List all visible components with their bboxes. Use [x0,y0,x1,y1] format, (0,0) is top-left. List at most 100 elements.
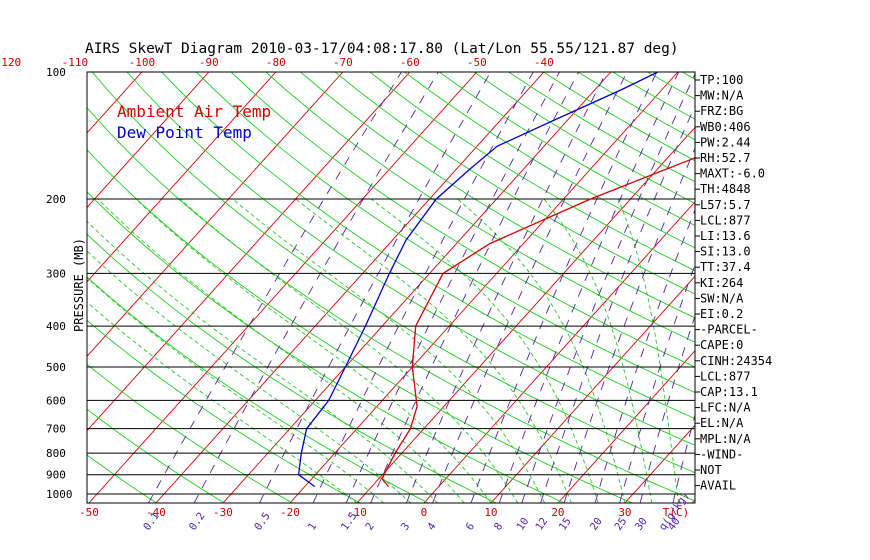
mixing-ratio-line [470,72,658,503]
index-entry: SW:N/A [700,291,744,305]
dry-adiabat-line [369,72,695,272]
moist-adiabat-line [87,301,358,503]
bottom-temp-tick-label: -20 [280,506,300,519]
mixing-ratio-line [432,72,628,503]
moist-adiabat-line [617,198,680,503]
mixing-ratio-line [345,72,560,503]
dry-adiabat-line [126,72,695,446]
pressure-tick-label: 500 [46,361,66,374]
isotherm-line [356,126,695,503]
mixing-ratio-tick-label: 8 [492,521,505,533]
pressure-lines [87,198,695,495]
dry-adiabat-line [87,233,497,503]
pressure-tick-label: 700 [46,423,66,436]
dry-adiabat-line [161,72,695,420]
mixing-ratio-tick-label: 15 [557,515,574,532]
dry-adiabat-line [752,72,870,503]
pressure-tick-labels: 100 200 300 400 500 600 700 800 900 1000 [46,66,73,501]
pressure-tick-label: 900 [46,469,66,482]
pressure-tick-label: 300 [46,267,66,280]
top-temp-tick-label: -70 [333,56,353,69]
bottom-temp-tick-label: -10 [347,506,367,519]
top-temp-tick-label: -60 [400,56,420,69]
pressure-tick-label: 800 [46,447,66,460]
dry-adiabat-line [404,72,695,249]
mixing-ratio-tick-label: 6 [464,521,477,533]
dry-adiabat-line [439,72,695,226]
mixing-ratio-tick-label: 4 [425,521,438,533]
index-entry: L57:5.7 [700,198,751,212]
mixing-ratio-line [498,72,680,503]
bottom-temp-tick-label: 20 [551,506,564,519]
index-entry: FRZ:BG [700,104,743,118]
dry-adiabat-line [230,72,695,368]
mixing-ratio-tick-label: 40 [666,515,683,532]
mixing-ratio-tick-label: 0.5 [252,510,273,532]
moist-adiabat-line [232,198,545,503]
dry-adiabat-line [821,72,870,503]
dry-adiabat-line [87,363,293,503]
isotherm-line [289,72,679,503]
isotherm-line [0,72,75,503]
index-entry: MPL:N/A [700,432,751,446]
bottom-temp-tick-label: -30 [213,506,233,519]
chart-title: AIRS SkewT Diagram 2010-03-17/04:08:17.8… [85,41,679,57]
moist-adiabat-line [295,198,572,503]
mixing-ratio-tick-label: 12 [533,515,550,532]
dry-adiabat-line [0,72,21,503]
dry-adiabat-line [87,454,157,503]
dry-adiabat-line [91,72,695,474]
mixing-ratio-lines [148,72,695,503]
mixing-ratio-line [540,104,695,503]
moist-adiabat-line [97,198,465,503]
dry-adiabat-line [87,408,225,503]
dry-adiabat-line [87,319,361,503]
y-axis-label: PRESSURE (MB) [72,238,86,332]
bottom-temp-tick-label: 10 [484,506,497,519]
dry-adiabat-line [87,106,695,502]
dry-adiabat-line [87,276,429,503]
index-entry: NOT [700,463,722,477]
top-temp-tick-labels: -120 -110 -100 -90 -80 -70 -60 -50 -40 [0,56,554,69]
index-entry: -PARCEL- [700,323,758,337]
isotherm-line [557,350,695,503]
pressure-tick-label: 100 [46,66,66,79]
dry-adiabat-line [473,72,695,204]
mixing-ratio-line [370,72,579,503]
index-entry: CAP:13.1 [700,385,758,399]
moist-adiabat-line [457,198,626,503]
isotherm-line [759,72,870,503]
index-entry: MAXT:-6.0 [700,167,765,181]
isotherm-line [0,72,8,503]
top-temp-tick-label: -40 [534,56,554,69]
mixing-ratio-tick-label: 25 [612,515,629,532]
moist-adiabat-line [87,277,385,503]
top-temp-tick-label: -80 [266,56,286,69]
mixing-ratio-tick-label: 1 [306,521,319,533]
dry-adiabat-line [786,72,870,503]
mixing-ratio-tick-label: 3 [399,521,412,533]
legend-ambient-air-temp: Ambient Air Temp [117,102,271,121]
isotherm-line [87,72,210,209]
legend-dew-point-temp: Dew Point Temp [117,123,252,142]
mixing-ratio-line [521,72,695,503]
dry-adiabat-line [87,149,633,503]
mixing-ratio-line [193,72,439,503]
isotherm-line [826,72,870,503]
bottom-temp-tick-label: -40 [146,506,166,519]
top-temp-tick-label: -110 [62,56,89,69]
index-entry: LCL:877 [700,213,751,227]
index-entry: AVAIL [700,479,736,493]
index-entry: EI:0.2 [700,307,743,321]
mixing-ratio-tick-label: 2 [363,521,376,533]
top-temp-tick-label: -100 [129,56,156,69]
pressure-tick-label: 1000 [46,488,73,501]
isotherm-line [88,72,478,503]
index-entry: PW:2.44 [700,135,751,149]
top-temp-tick-label: -120 [0,56,21,69]
bottom-temp-tick-label: -50 [79,506,99,519]
isotherm-line [87,72,411,432]
dry-adiabat-line [196,72,695,393]
